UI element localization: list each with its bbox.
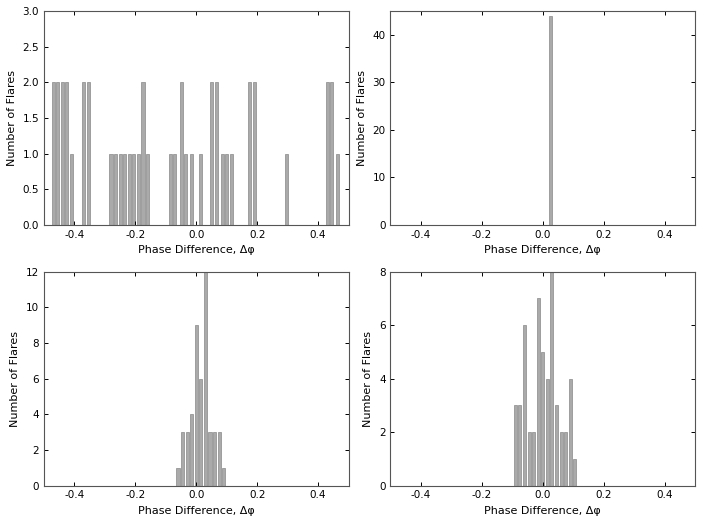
Bar bbox=[185, 432, 189, 486]
Bar bbox=[564, 432, 567, 486]
Bar bbox=[220, 154, 224, 225]
Bar bbox=[523, 325, 526, 486]
Y-axis label: Number of Flares: Number of Flares bbox=[364, 331, 373, 427]
Bar bbox=[225, 154, 228, 225]
Bar bbox=[86, 82, 90, 225]
Bar bbox=[230, 154, 233, 225]
Bar bbox=[549, 16, 552, 225]
Bar bbox=[61, 82, 64, 225]
X-axis label: Phase Difference, Δφ: Phase Difference, Δφ bbox=[138, 506, 255, 516]
Bar bbox=[52, 82, 55, 225]
Y-axis label: Number of Flares: Number of Flares bbox=[7, 70, 17, 166]
Bar bbox=[284, 154, 288, 225]
Bar bbox=[184, 154, 187, 225]
Bar bbox=[137, 154, 140, 225]
Bar bbox=[532, 432, 535, 486]
Bar bbox=[82, 82, 85, 225]
Bar bbox=[65, 82, 68, 225]
Bar bbox=[536, 299, 540, 486]
Y-axis label: Number of Flares: Number of Flares bbox=[357, 70, 367, 166]
Bar bbox=[210, 82, 213, 225]
Bar bbox=[173, 154, 176, 225]
Bar bbox=[331, 82, 333, 225]
Bar bbox=[222, 468, 225, 486]
Bar bbox=[169, 154, 172, 225]
Bar bbox=[132, 154, 135, 225]
Bar bbox=[559, 432, 562, 486]
Bar bbox=[70, 154, 73, 225]
Bar bbox=[253, 82, 256, 225]
Bar bbox=[146, 154, 149, 225]
Bar bbox=[190, 414, 193, 486]
X-axis label: Phase Difference, Δφ: Phase Difference, Δφ bbox=[138, 245, 255, 255]
Bar bbox=[248, 82, 251, 225]
Bar bbox=[215, 82, 218, 225]
Bar bbox=[569, 379, 571, 486]
Bar bbox=[110, 154, 112, 225]
Bar bbox=[336, 154, 340, 225]
Bar bbox=[128, 154, 131, 225]
Bar bbox=[574, 459, 576, 486]
Bar bbox=[199, 154, 202, 225]
Bar bbox=[56, 82, 59, 225]
Bar bbox=[204, 272, 207, 486]
Bar bbox=[326, 82, 329, 225]
Bar bbox=[199, 379, 202, 486]
Bar bbox=[550, 272, 553, 486]
Bar bbox=[142, 82, 145, 225]
Bar bbox=[190, 154, 193, 225]
Bar bbox=[527, 432, 531, 486]
Bar bbox=[114, 154, 117, 225]
Bar bbox=[545, 379, 549, 486]
Bar bbox=[181, 432, 184, 486]
Bar bbox=[555, 405, 558, 486]
Bar bbox=[180, 82, 183, 225]
Bar bbox=[213, 432, 216, 486]
Bar bbox=[218, 432, 220, 486]
X-axis label: Phase Difference, Δφ: Phase Difference, Δφ bbox=[484, 245, 601, 255]
Bar bbox=[119, 154, 121, 225]
Bar bbox=[208, 432, 211, 486]
Bar bbox=[123, 154, 126, 225]
X-axis label: Phase Difference, Δφ: Phase Difference, Δφ bbox=[484, 506, 601, 516]
Y-axis label: Number of Flares: Number of Flares bbox=[11, 331, 20, 427]
Bar bbox=[541, 352, 544, 486]
Bar bbox=[194, 325, 198, 486]
Bar bbox=[514, 405, 517, 486]
Bar bbox=[518, 405, 522, 486]
Bar bbox=[176, 468, 180, 486]
